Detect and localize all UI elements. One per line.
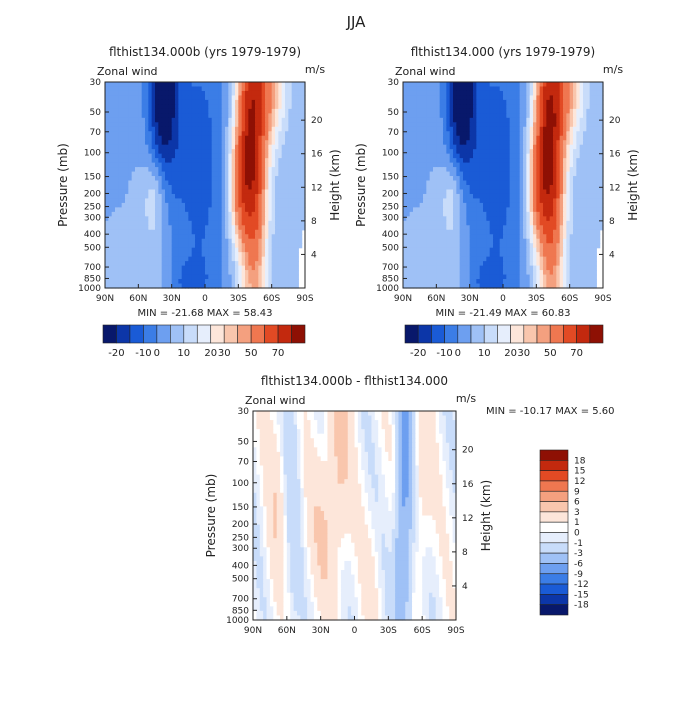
colorbar-swatch xyxy=(251,325,264,343)
y2-tick-label: 16 xyxy=(311,150,323,160)
x-tick-label: 30S xyxy=(230,294,247,304)
field-label: Zonal wind xyxy=(395,65,456,78)
y-tick-label: 50 xyxy=(90,108,102,118)
colorbar-swatch xyxy=(224,325,237,343)
colorbar-label: 20 xyxy=(204,348,217,359)
x-tick-label: 90N xyxy=(96,294,114,304)
y-tick-label: 700 xyxy=(84,263,101,273)
y-tick-label: 30 xyxy=(90,78,102,88)
y-tick-label: 150 xyxy=(84,173,101,183)
colorbar-swatch xyxy=(197,325,210,343)
colorbar-label: 50 xyxy=(245,348,258,359)
colorbar-swatch xyxy=(157,325,170,343)
units-label: m/s xyxy=(305,63,325,76)
heatmap-plot-area xyxy=(105,82,306,289)
chart-title: flthist134.000b (yrs 1979-1979) xyxy=(109,45,301,59)
heatmap-cell xyxy=(596,234,600,239)
units-label: m/s xyxy=(603,63,623,76)
heatmap-cell xyxy=(596,230,600,235)
y-tick-label: 500 xyxy=(84,243,101,253)
chart-panel-1: flthist134.000b (yrs 1979-1979) Zonal win… xyxy=(56,45,342,359)
y-tick-label: 400 xyxy=(84,230,101,240)
colorbar-label: 0 xyxy=(154,348,160,359)
x-tick-label: 0 xyxy=(202,294,208,304)
x-tick-label: 60S xyxy=(263,294,280,304)
colorbar-swatch xyxy=(170,325,183,343)
y-tick-label: 1000 xyxy=(78,284,101,294)
y-axis-label: Pressure (mb) xyxy=(56,143,70,227)
heatmap-cell xyxy=(295,266,299,271)
heatmap-cell xyxy=(295,257,299,262)
heatmap-cell xyxy=(295,252,299,257)
colorbar-swatch xyxy=(143,325,156,343)
heatmap-cell xyxy=(295,270,299,275)
colorbar-swatch xyxy=(265,325,278,343)
heatmap-cell xyxy=(295,248,299,253)
x-tick-label: 60N xyxy=(129,294,147,304)
y2-tick-label: 8 xyxy=(311,217,317,227)
colorbar-swatch xyxy=(278,325,291,343)
y-tick-label: 250 xyxy=(84,203,101,213)
heatmap-cell xyxy=(298,234,302,239)
heatmap-plot-area xyxy=(403,82,604,289)
colorbar-label: -20 xyxy=(108,348,124,359)
colorbar-swatch xyxy=(238,325,251,343)
heatmap-cell xyxy=(298,239,302,244)
heatmap-cell xyxy=(295,261,299,266)
chart-panel-2: flthist134.000 (yrs 1979-1979) Zonal wind… xyxy=(354,45,640,359)
colorbar-swatch xyxy=(103,325,116,343)
heatmap-cell xyxy=(596,239,600,244)
heatmap-cell xyxy=(298,243,302,248)
y2-tick-label: 4 xyxy=(311,250,317,260)
y-tick-label: 300 xyxy=(84,213,101,223)
x-tick-label: 30N xyxy=(163,294,181,304)
colorbar-label: 10 xyxy=(177,348,190,359)
colorbar-swatch xyxy=(211,325,224,343)
x-tick-label: 90S xyxy=(296,294,313,304)
colorbar-label: -10 xyxy=(135,348,151,359)
y-tick-label: 100 xyxy=(84,149,101,159)
heatmap-cell xyxy=(295,275,299,280)
min-max-stats: MIN = -21.68 MAX = 58.43 xyxy=(138,308,273,319)
colorbar-swatch xyxy=(184,325,197,343)
heatmap-cell xyxy=(298,230,302,235)
y2-axis-label: Height (km) xyxy=(328,149,342,220)
y-tick-label: 850 xyxy=(84,274,101,284)
field-label: Zonal wind xyxy=(97,65,158,78)
y-tick-label: 70 xyxy=(90,128,102,138)
heatmap-cell xyxy=(295,279,299,284)
colorbar-label: 30 xyxy=(218,348,231,359)
y2-tick-label: 20 xyxy=(311,116,323,126)
colorbar-swatch xyxy=(292,325,305,343)
chart-title: flthist134.000 (yrs 1979-1979) xyxy=(411,45,595,59)
figure-title: JJA xyxy=(346,13,367,31)
colorbar-swatch xyxy=(130,325,143,343)
colorbar-swatch xyxy=(116,325,129,343)
colorbar-label: 70 xyxy=(272,348,285,359)
y2-tick-label: 12 xyxy=(311,183,322,193)
y-tick-label: 200 xyxy=(84,189,101,199)
